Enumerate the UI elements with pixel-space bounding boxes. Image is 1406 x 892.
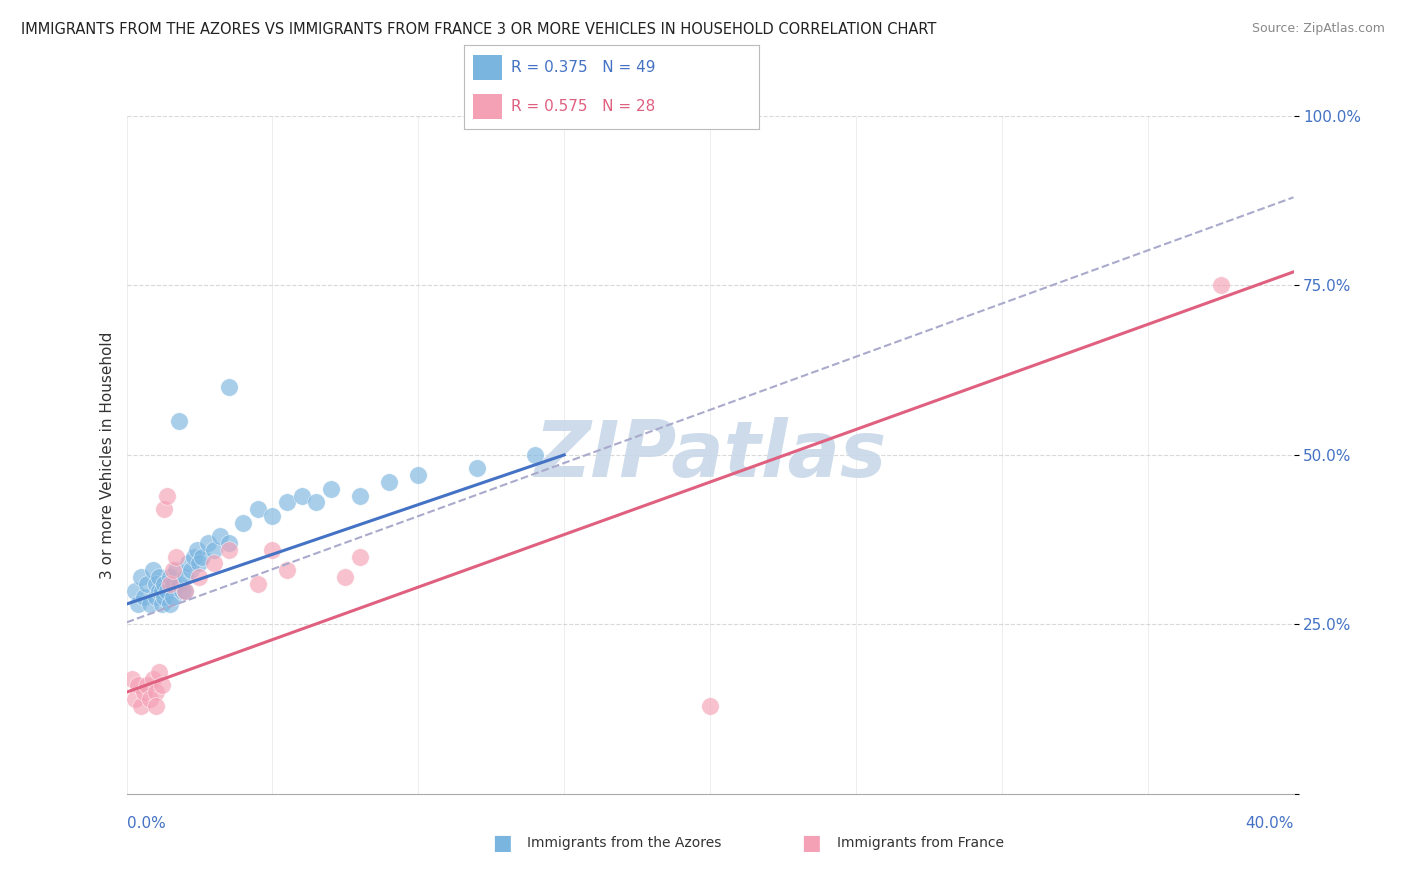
- Point: [246, 502, 269, 516]
- Point: [148, 570, 170, 584]
- Point: [124, 583, 146, 598]
- Point: [156, 489, 179, 503]
- Point: [148, 665, 170, 679]
- Point: [202, 557, 225, 571]
- Point: [150, 583, 173, 598]
- Bar: [472, 94, 502, 120]
- Point: [127, 678, 149, 692]
- Point: [319, 482, 342, 496]
- Point: [262, 542, 284, 557]
- Point: [132, 591, 155, 605]
- Point: [136, 678, 159, 692]
- Point: [188, 557, 211, 571]
- Point: [524, 448, 547, 462]
- Text: Immigrants from France: Immigrants from France: [837, 836, 1004, 850]
- Point: [162, 563, 184, 577]
- Point: [218, 536, 240, 550]
- Point: [129, 570, 152, 584]
- Point: [208, 529, 231, 543]
- Point: [349, 549, 371, 564]
- Point: [183, 549, 205, 564]
- Text: ■: ■: [492, 833, 512, 853]
- Point: [174, 570, 197, 584]
- Point: [127, 597, 149, 611]
- Point: [156, 583, 179, 598]
- Point: [218, 380, 240, 394]
- Point: [186, 542, 208, 557]
- Point: [124, 692, 146, 706]
- Point: [153, 576, 176, 591]
- Point: [349, 489, 371, 503]
- Point: [159, 570, 181, 584]
- Point: [276, 563, 298, 577]
- Point: [202, 542, 225, 557]
- Text: ZIPatlas: ZIPatlas: [534, 417, 886, 493]
- Point: [145, 698, 167, 713]
- Bar: [472, 54, 502, 80]
- Point: [232, 516, 254, 530]
- Point: [165, 549, 187, 564]
- Point: [150, 678, 173, 692]
- Text: 0.0%: 0.0%: [127, 816, 166, 831]
- Point: [129, 698, 152, 713]
- Point: [145, 685, 167, 699]
- Point: [159, 597, 181, 611]
- Point: [408, 468, 430, 483]
- Point: [167, 414, 190, 428]
- Text: IMMIGRANTS FROM THE AZORES VS IMMIGRANTS FROM FRANCE 3 OR MORE VEHICLES IN HOUSE: IMMIGRANTS FROM THE AZORES VS IMMIGRANTS…: [21, 22, 936, 37]
- Point: [139, 597, 162, 611]
- Point: [121, 672, 143, 686]
- Point: [170, 583, 193, 598]
- Text: 40.0%: 40.0%: [1246, 816, 1294, 831]
- Text: R = 0.575   N = 28: R = 0.575 N = 28: [512, 99, 655, 114]
- Text: Immigrants from the Azores: Immigrants from the Azores: [527, 836, 721, 850]
- Point: [197, 536, 219, 550]
- Point: [378, 475, 401, 489]
- Point: [174, 583, 197, 598]
- Point: [699, 698, 721, 713]
- Point: [165, 563, 187, 577]
- Point: [290, 489, 312, 503]
- Point: [142, 563, 165, 577]
- Point: [305, 495, 328, 509]
- Text: R = 0.375   N = 49: R = 0.375 N = 49: [512, 60, 655, 75]
- Text: Source: ZipAtlas.com: Source: ZipAtlas.com: [1251, 22, 1385, 36]
- Point: [153, 502, 176, 516]
- Point: [145, 591, 167, 605]
- Text: ■: ■: [801, 833, 821, 853]
- Point: [246, 576, 269, 591]
- Point: [1209, 278, 1232, 293]
- Point: [153, 591, 176, 605]
- Point: [136, 576, 159, 591]
- Point: [335, 570, 357, 584]
- Point: [180, 563, 202, 577]
- Point: [218, 542, 240, 557]
- Point: [167, 576, 190, 591]
- Point: [162, 591, 184, 605]
- Y-axis label: 3 or more Vehicles in Household: 3 or more Vehicles in Household: [100, 331, 115, 579]
- Point: [262, 508, 284, 523]
- Point: [174, 583, 197, 598]
- Point: [139, 692, 162, 706]
- Point: [145, 576, 167, 591]
- Point: [150, 597, 173, 611]
- Point: [177, 557, 200, 571]
- Point: [465, 461, 488, 475]
- Point: [159, 576, 181, 591]
- Point: [191, 549, 214, 564]
- Point: [148, 583, 170, 598]
- Point: [132, 685, 155, 699]
- Point: [142, 672, 165, 686]
- Point: [188, 570, 211, 584]
- Point: [162, 576, 184, 591]
- Point: [276, 495, 298, 509]
